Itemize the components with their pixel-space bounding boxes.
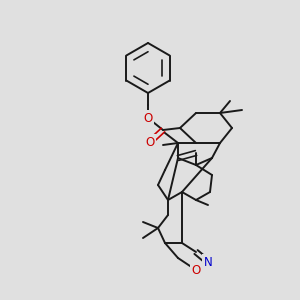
Text: O: O — [146, 136, 154, 148]
Text: O: O — [143, 112, 153, 124]
Text: O: O — [191, 263, 201, 277]
Text: N: N — [204, 256, 212, 268]
